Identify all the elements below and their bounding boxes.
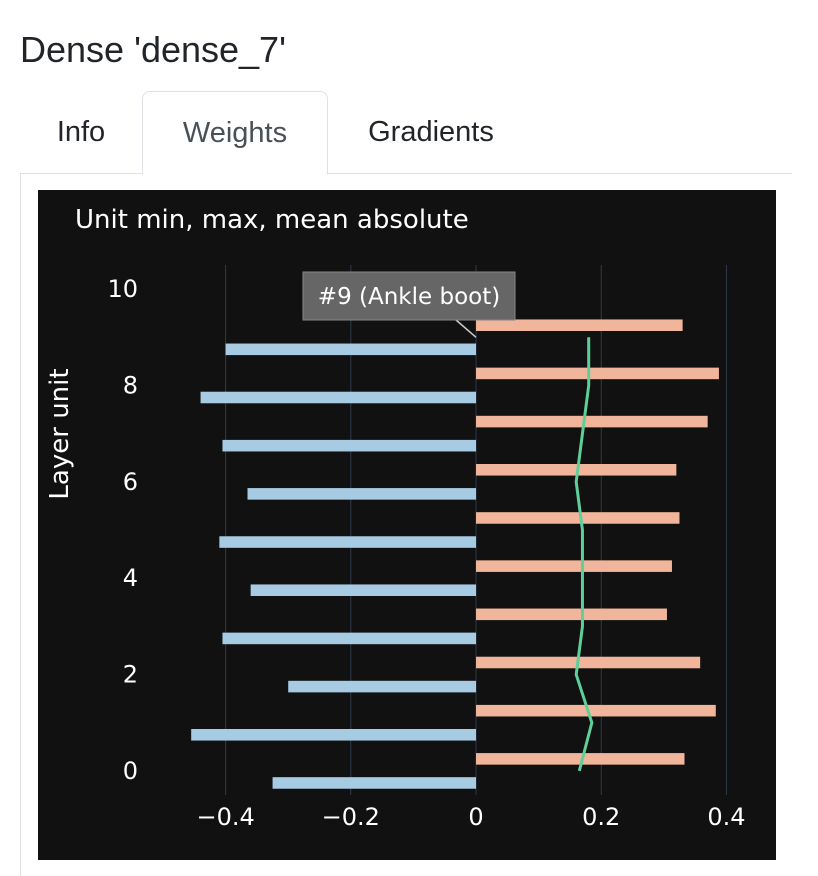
mean-abs-line <box>574 337 594 772</box>
y-tick-label: 6 <box>123 468 138 496</box>
max-bar <box>476 415 708 428</box>
min-bar <box>200 391 477 404</box>
y-tick-label: 4 <box>123 564 138 592</box>
max-bar <box>476 367 719 380</box>
annotation: #9 (Ankle boot) <box>302 271 516 338</box>
tab-panel <box>20 173 793 876</box>
annotation-arrow <box>455 319 477 338</box>
axes: −0.4 −0.2 0 0.2 0.4 0 2 4 6 8 10 <box>107 275 745 831</box>
x-tick-label: −0.2 <box>322 803 380 831</box>
max-bar <box>476 319 683 332</box>
y-tick-label: 8 <box>123 371 138 399</box>
layer-title: Dense 'dense_7' <box>20 29 286 70</box>
tab-bar: Info Weights Gradients <box>20 91 792 175</box>
x-tick-label: 0.4 <box>707 803 745 831</box>
min-bar <box>191 728 477 741</box>
tab-weights[interactable]: Weights <box>142 91 328 175</box>
min-bar <box>222 632 477 645</box>
weights-chart: −0.4 −0.2 0 0.2 0.4 0 2 4 6 8 10 Unit min, max, me… <box>45 205 746 831</box>
min-bar <box>288 680 477 693</box>
min-bar <box>272 777 477 789</box>
max-bar <box>476 608 667 621</box>
tab-gradients[interactable]: Gradients <box>368 116 494 148</box>
x-tick-label: −0.4 <box>196 803 254 831</box>
tab-info[interactable]: Info <box>56 116 106 148</box>
x-tick-label: 0 <box>468 803 483 831</box>
max-bar <box>476 560 672 572</box>
annotation-text: #9 (Ankle boot) <box>318 284 500 310</box>
y-tick-label: 0 <box>123 757 138 785</box>
tab-underline <box>20 173 792 174</box>
max-bar <box>476 512 680 524</box>
x-tick-label: 0.2 <box>582 803 620 831</box>
min-bar <box>250 584 477 597</box>
min-bar <box>247 488 477 500</box>
min-bar <box>225 343 477 356</box>
max-bar <box>476 463 677 476</box>
annotation-box <box>302 271 516 321</box>
y-axis-label: Layer unit <box>45 368 75 499</box>
max-bar <box>476 704 716 717</box>
min-bar <box>219 536 477 548</box>
min-bar <box>222 439 477 452</box>
max-bar <box>476 656 701 669</box>
max-bar <box>476 753 685 765</box>
chart-title: Unit min, max, mean absolute <box>75 205 469 235</box>
bars <box>191 319 719 789</box>
y-tick-label: 2 <box>123 661 138 689</box>
y-tick-label: 10 <box>107 275 138 303</box>
chart-container: −0.4 −0.2 0 0.2 0.4 0 2 4 6 8 10 Unit min, max, me… <box>38 190 776 860</box>
mean-line-layer <box>574 337 594 772</box>
